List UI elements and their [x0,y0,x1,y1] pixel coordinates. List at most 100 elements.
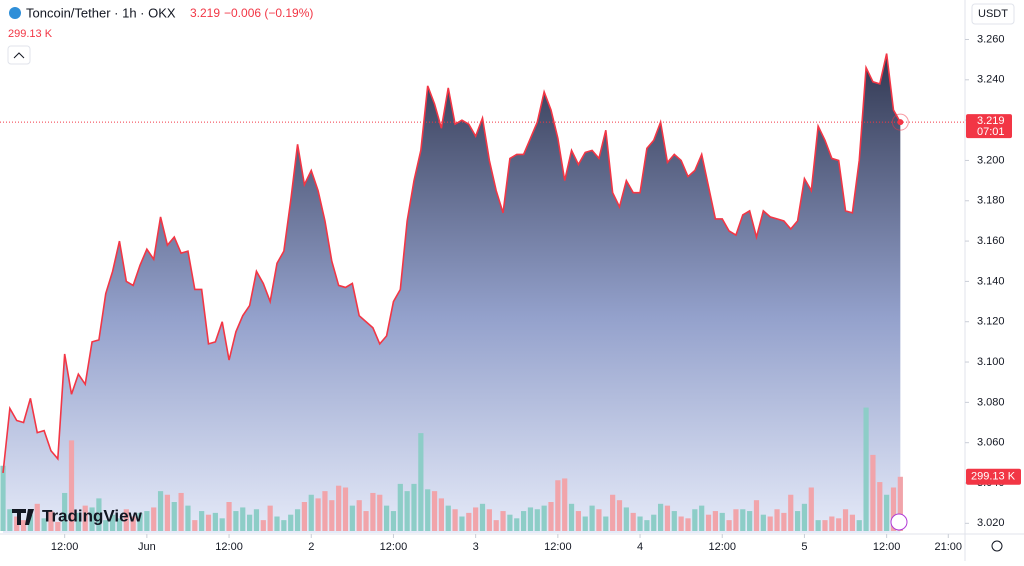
volume-bar [753,500,760,531]
volume-bar [178,492,184,531]
volume-bar [219,518,225,531]
volume-bar [678,516,684,531]
plot-area [0,53,965,533]
volume-bar [582,516,588,531]
volume-bar [767,516,773,531]
volume-bar [541,505,547,531]
volume-bar [247,514,253,531]
volume-bar [116,518,123,531]
price-change: −0.006 (−0.19%) [224,6,313,20]
volume-bar [0,465,6,531]
volume-bar [89,507,95,531]
volume-bar [781,512,787,531]
volume-bar [151,507,157,531]
volume-bar [171,502,177,531]
volume-bar [123,509,129,531]
y-tick-label: 3.120 [977,316,1005,328]
currency-box[interactable] [971,3,1015,25]
y-tick-label: 3.060 [977,437,1005,449]
volume-bar [356,500,362,531]
volume-bar [520,511,527,531]
last-point [897,119,904,126]
volume-tag [966,468,1021,485]
volume-bar [411,483,417,531]
volume-bar [500,511,506,531]
y-tick-label: 3.180 [977,195,1005,207]
volume-bar [747,511,753,531]
x-tick-label: 12:00 [873,541,901,553]
volume-bar [527,507,534,531]
volume-bar [808,487,814,531]
y-tick-label: 3.260 [977,33,1005,45]
volume-bar [41,518,47,531]
x-tick-label: 12:00 [708,541,736,553]
volume-bar [62,492,68,531]
area-fill [3,53,901,533]
chart-title: Toncoin/Tether · 1h · OKX [26,5,176,20]
volume-bar [445,505,451,531]
volume-bar [562,478,568,531]
x-tick-label: 3 [473,541,479,553]
volume-bar [616,500,623,531]
coin-icon [9,7,21,19]
volume-bar [555,480,561,531]
volume-bar [829,516,835,531]
volume-bar [103,520,109,531]
volume-bar [260,520,266,531]
x-tick-label: 4 [637,541,643,553]
x-tick-label: 2 [308,541,314,553]
settings-icon[interactable] [991,540,1003,552]
volume-bar [849,514,855,531]
volume-bar [322,491,328,531]
volume-bar [281,520,287,531]
volume-bar [267,505,273,531]
volume-bar [438,498,445,531]
volume-bar [596,509,602,531]
price-tag [966,114,1012,139]
volume-bar [336,485,342,531]
volume-bar [342,487,349,531]
volume-bar [226,502,232,531]
volume-bar [760,514,766,531]
volume-bar [486,509,492,531]
volume-bar [466,512,472,531]
volume-bar [205,514,212,531]
volume-bar [240,507,246,531]
volume-bar [657,503,664,531]
collapse-button[interactable] [7,45,31,65]
volume-bar [274,516,280,531]
volume-bar [157,491,164,531]
volume-bar [671,511,677,531]
volume-bar [459,516,465,531]
volume-bar [692,509,698,531]
volume-bar [801,503,808,531]
volume-bar [897,476,903,531]
volume-bar [740,509,746,531]
x-tick-label: 12:00 [215,541,243,553]
volume-bar [856,520,862,531]
volume-bar [774,509,780,531]
volume-bar [651,514,657,531]
volume-bar [884,494,890,531]
volume-bar [404,491,410,531]
volume-bar [308,494,314,531]
y-tick-label: 3.240 [977,74,1005,86]
volume-bar [185,505,191,531]
volume-bar [719,512,725,531]
volume-bar [137,512,143,531]
countdown: 07:01 [977,126,1005,138]
volume-bar [726,520,732,531]
volume-bar [637,516,643,531]
volume-bar [27,514,34,531]
volume-label: 299.13 K [8,28,53,40]
volume-bar [48,511,54,531]
volume-bar [363,511,369,531]
volume-bar [548,502,554,531]
volume-bar [301,502,308,531]
volume-bar [384,505,390,531]
x-tick-label: Jun [138,541,156,553]
volume-bar [815,520,821,531]
volume-bar [96,498,102,531]
alert-icon[interactable] [890,513,908,531]
volume-bar [870,454,876,531]
